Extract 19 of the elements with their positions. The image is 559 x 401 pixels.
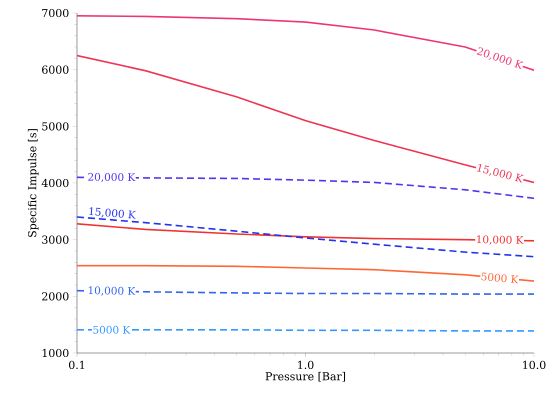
series-label: 10,000 K [88, 286, 136, 296]
series-label: 10,000 K [477, 235, 524, 245]
text: 15,000 K [477, 164, 524, 183]
x-tick-label: 1.0 [298, 360, 314, 370]
y-axis-title: Specific Impulse [s] [28, 129, 38, 237]
y-tick-label: 2000 [42, 292, 68, 300]
x-tick-label: 0.1 [69, 360, 84, 370]
series-label: 5000 K [93, 326, 130, 334]
y-tick-label: 1000 [42, 348, 68, 358]
x-tick-label: 10.0 [523, 360, 546, 370]
y-tick-label: 6000 [42, 66, 68, 74]
x-axis-title: Pressure [Bar] [266, 372, 346, 382]
text: 5000 K [481, 272, 518, 284]
series-label: 15,000 K [89, 207, 136, 219]
y-tick-label: 5000 [42, 122, 68, 130]
y-tick-label: 3000 [42, 236, 68, 244]
y-tick-label: 7000 [42, 8, 68, 18]
series-label: 20,000 K [88, 172, 136, 182]
y-tick-label: 4000 [42, 178, 68, 188]
